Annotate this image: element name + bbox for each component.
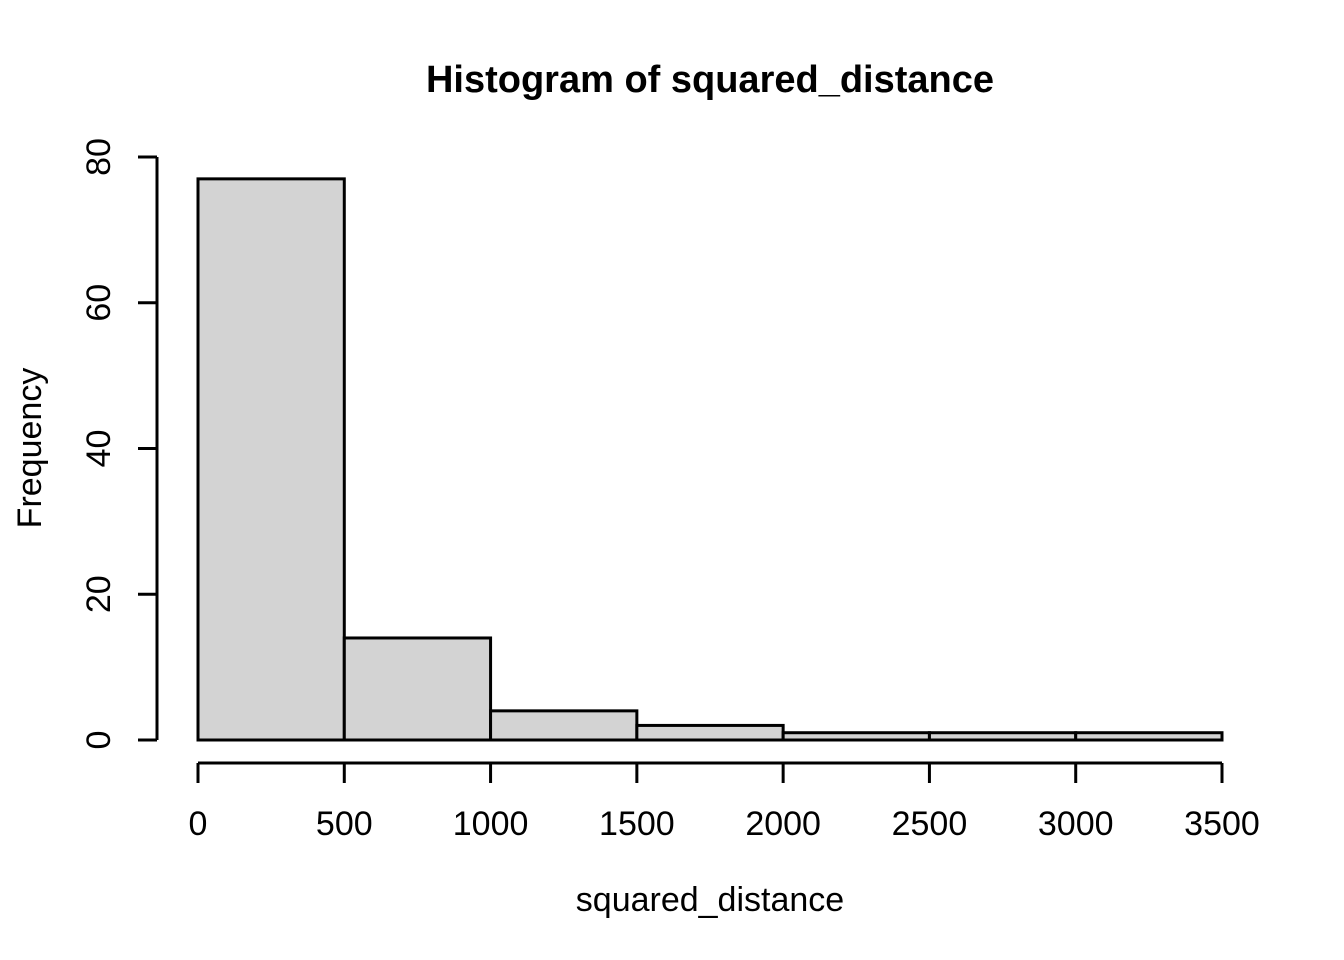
y-tick-label: 0 xyxy=(80,731,118,750)
x-tick-label: 0 xyxy=(189,805,208,843)
y-axis: 0 20 40 60 80 xyxy=(80,138,159,750)
histogram-bar xyxy=(342,636,493,742)
histogram-bar xyxy=(635,723,785,742)
y-tick-label: 20 xyxy=(80,575,118,613)
x-tick-label: 1000 xyxy=(453,805,529,843)
y-tick-label: 80 xyxy=(80,138,118,176)
histogram-bar xyxy=(1074,731,1224,742)
y-tick-label: 40 xyxy=(80,430,118,468)
chart-title: Histogram of squared_distance xyxy=(426,59,994,101)
x-axis: 0 500 1000 1500 2000 2500 3000 3500 xyxy=(189,761,1260,843)
y-tick-label: 60 xyxy=(80,284,118,322)
histogram-bar xyxy=(196,177,346,742)
histogram-bar xyxy=(489,709,639,742)
x-tick-label: 2500 xyxy=(892,805,968,843)
histogram-bar xyxy=(781,731,931,742)
x-tick-label: 500 xyxy=(316,805,373,843)
x-tick-label: 3500 xyxy=(1184,805,1260,843)
y-axis-title: Frequency xyxy=(11,368,49,529)
x-tick-label: 2000 xyxy=(745,805,821,843)
x-tick-label: 3000 xyxy=(1038,805,1114,843)
x-axis-title: squared_distance xyxy=(576,881,844,919)
histogram-bar xyxy=(927,731,1078,742)
bars-group xyxy=(196,177,1224,742)
x-tick-label: 1500 xyxy=(599,805,675,843)
